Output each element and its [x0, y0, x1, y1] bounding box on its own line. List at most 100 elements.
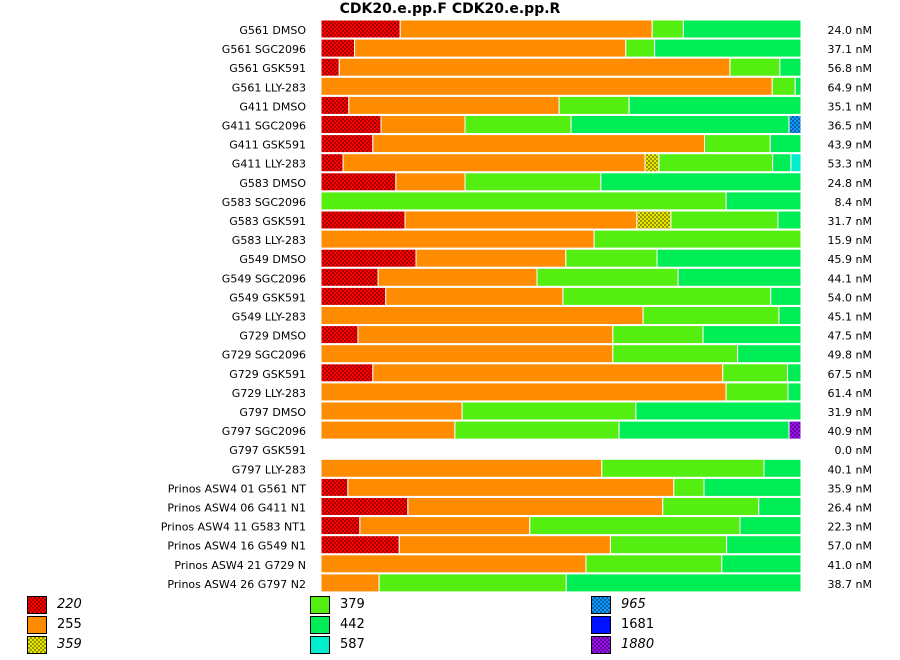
row-total: 24.0 nM — [828, 24, 872, 37]
bar-segment-220 — [320, 19, 401, 39]
bar-segment-379 — [536, 267, 679, 287]
bar-segment-379 — [565, 248, 658, 268]
bar-segment-255 — [377, 267, 538, 287]
bar-segment-442 — [769, 134, 802, 154]
bar-segment-220 — [320, 95, 350, 115]
row-label: G411 LLY-283 — [232, 158, 306, 171]
row-total: 26.4 nM — [828, 502, 872, 515]
row-label: Prinos ASW4 11 G583 NT1 — [161, 521, 306, 534]
bar-segment-255 — [320, 306, 644, 325]
row-label: G583 GSK591 — [229, 215, 306, 228]
bar-segment-965 — [788, 115, 802, 134]
row-labels-layer: G561 DMSO G561 SGC2096 G561 GSK591 G561 LLY… — [161, 24, 307, 591]
bar-segment-442 — [726, 535, 802, 555]
row-label: G549 LLY-283 — [232, 311, 306, 324]
bar-segment-255 — [320, 76, 773, 96]
bar-segment-442 — [654, 38, 802, 58]
bar-segment-379 — [464, 172, 602, 192]
bar-segment-442 — [721, 554, 802, 574]
row-total: 53.3 nM — [828, 158, 872, 171]
bar-segment-442 — [677, 267, 802, 287]
bar-segment-379 — [562, 286, 772, 306]
bar-segment-379 — [454, 420, 620, 440]
row-total: 45.9 nM — [828, 253, 872, 266]
row-label: G411 DMSO — [239, 100, 306, 113]
bar-segment-442 — [635, 401, 802, 421]
row-total: 56.8 nM — [828, 62, 872, 75]
row-totals-layer: 24.0 nM 37.1 nM 56.8 nM 64.9 nM 35.1 nM 36.5 … — [828, 24, 872, 591]
bar-segment-220 — [320, 535, 400, 555]
bar-segment-255 — [372, 134, 706, 154]
row-total: 49.8 nM — [828, 349, 872, 362]
bar-segment-255 — [320, 382, 727, 402]
bar-segment-379 — [609, 535, 728, 555]
bar-segment-255 — [415, 248, 567, 268]
bar-segment-255 — [320, 344, 614, 364]
row-label: G729 DMSO — [239, 330, 306, 343]
bar-segment-255 — [372, 363, 724, 383]
bar-segment-379 — [673, 477, 705, 497]
bar-segment-359 — [644, 153, 660, 173]
bar-segment-442 — [739, 516, 802, 536]
bar-segment-255 — [380, 115, 466, 134]
bar-segment-255 — [404, 210, 638, 230]
bar-segment-379 — [461, 401, 637, 421]
bar-segment-442 — [770, 286, 802, 306]
bar-segment-442 — [702, 325, 802, 345]
bar-segment-220 — [320, 38, 356, 58]
bar-segment-379 — [378, 573, 567, 593]
bar-segment-255 — [320, 554, 587, 574]
bar-segment-442 — [600, 172, 802, 192]
row-label: Prinos ASW4 16 G549 N1 — [167, 540, 306, 553]
row-label: G729 GSK591 — [229, 368, 306, 381]
bars-layer — [320, 19, 802, 593]
bar-segment-442 — [787, 363, 802, 383]
bar-segment-442 — [737, 344, 802, 364]
bar-segment-442 — [703, 477, 802, 497]
row-total: 40.1 nM — [828, 463, 872, 476]
bar-segment-359 — [636, 210, 672, 230]
bar-segment-442 — [565, 573, 802, 593]
bar-segment-379 — [558, 95, 630, 115]
row-label: G797 LLY-283 — [232, 463, 306, 476]
bar-segment-255 — [359, 516, 531, 536]
bar-segment-442 — [794, 76, 802, 96]
bar-segment-379 — [662, 497, 760, 516]
bar-segment-379 — [651, 19, 684, 39]
bar-segment-379 — [601, 458, 765, 478]
chart-title-text: CDK20.e.pp.F CDK20.e.pp.R — [339, 1, 561, 17]
bar-segment-442 — [570, 115, 790, 134]
row-label: G549 SGC2096 — [222, 272, 306, 285]
bar-segment-220 — [320, 134, 374, 154]
row-total: 41.0 nM — [828, 559, 872, 572]
row-label: G561 DMSO — [239, 24, 306, 37]
bar-segment-220 — [320, 516, 361, 536]
bar-segment-379 — [593, 229, 802, 249]
row-total: 15.9 nM — [828, 234, 872, 247]
bar-segment-255 — [395, 172, 466, 192]
row-label: G797 SGC2096 — [222, 425, 306, 438]
row-total: 35.9 nM — [828, 482, 872, 495]
row-total: 40.9 nM — [828, 425, 872, 438]
bar-segment-220 — [320, 115, 382, 134]
row-total: 57.0 nM — [828, 540, 872, 553]
bar-segment-379 — [658, 153, 774, 173]
row-total: 31.9 nM — [828, 406, 872, 419]
row-label: G729 SGC2096 — [222, 349, 306, 362]
row-total: 24.8 nM — [828, 177, 872, 190]
bar-segment-442 — [656, 248, 802, 268]
bar-segment-220 — [320, 57, 340, 77]
row-total: 64.9 nM — [828, 81, 872, 94]
bar-segment-255 — [320, 458, 603, 478]
bar-segment-442 — [628, 95, 802, 115]
bar-segment-379 — [585, 554, 723, 574]
bar-segment-255 — [398, 535, 611, 555]
bar-segment-442 — [725, 191, 802, 211]
bar-segment-220 — [320, 153, 344, 173]
bar-segment-220 — [320, 325, 359, 345]
bar-segment-379 — [642, 306, 780, 325]
row-total: 0.0 nM — [835, 444, 872, 457]
bar-segment-442 — [778, 306, 802, 325]
